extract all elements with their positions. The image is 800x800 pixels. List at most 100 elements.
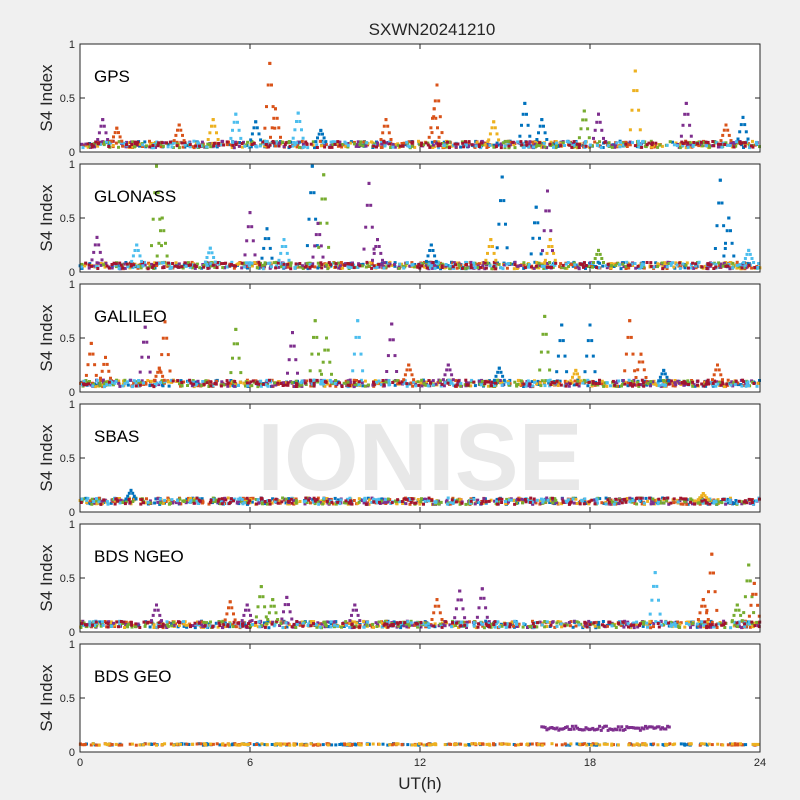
data-point [544,379,548,383]
data-point [257,382,261,386]
data-point [183,620,187,624]
data-point [288,145,292,148]
data-point [182,624,186,628]
data-point [222,262,226,265]
panel-label: SBAS [94,427,139,446]
data-point [264,623,268,627]
data-point [722,497,726,501]
data-point [311,500,315,504]
data-point [649,261,653,265]
data-point [531,619,534,623]
spike-point [542,124,545,128]
data-point [474,626,478,630]
spike-point [148,370,152,374]
data-point [245,496,249,500]
data-point [407,140,411,144]
data-point [627,266,631,270]
data-point [686,379,690,383]
spike-point [432,115,436,119]
data-point [198,266,202,270]
data-point [564,262,568,266]
data-point [678,261,682,265]
data-point [548,621,552,624]
data-point [84,379,88,382]
data-point [420,141,424,145]
data-point [559,620,563,624]
data-point [148,263,152,267]
data-point [711,381,715,385]
data-point [166,380,170,384]
data-point [250,384,254,388]
spike-point [721,378,724,382]
data-point [250,140,254,143]
spike-point [561,339,565,343]
spike-point [229,136,233,140]
data-point [346,145,350,149]
data-point [209,145,213,149]
data-point [605,141,609,145]
data-point [230,146,234,149]
data-point [384,500,388,504]
data-point [612,501,616,504]
data-point [572,261,576,265]
spike-point [205,256,209,259]
data-point [497,497,501,501]
data-point [609,266,613,270]
data-point [174,263,178,267]
data-point [414,384,418,388]
data-point [380,139,384,143]
data-point [411,384,415,388]
data-point [617,379,621,383]
data-point [420,497,423,501]
data-point [138,144,141,148]
data-point [635,502,639,506]
spike-point [638,128,642,132]
data-point [673,381,677,385]
spike-peak [376,238,379,242]
data-point [708,502,712,506]
data-point [493,499,497,503]
data-point [222,266,226,269]
spike-point [586,339,590,343]
spike-point [315,335,319,339]
data-point [114,141,118,145]
data-point [118,497,121,500]
data-point [494,145,498,149]
data-point [565,382,569,386]
data-point [534,501,538,505]
data-point [193,383,197,387]
data-point [593,140,597,144]
data-point [675,263,679,267]
data-point [506,139,510,143]
spike-point [357,335,361,339]
data-point [438,380,442,384]
data-point [600,382,604,386]
data-point [570,381,574,385]
spike-point [541,249,544,253]
spike-peak [546,189,549,193]
data-point [132,379,136,383]
data-point [532,497,536,501]
data-point [312,620,316,624]
data-point [118,384,122,388]
spike-point [497,138,501,142]
data-point [672,143,676,147]
data-point [323,384,327,388]
data-point [671,384,675,388]
spike-point [105,362,109,366]
spike-peak [724,123,728,127]
data-point [192,139,196,143]
data-point [495,497,499,501]
data-points [78,488,761,506]
data-point [603,381,607,385]
spike-point [541,332,545,336]
spike-point [312,335,315,339]
spike-point [320,197,324,201]
data-point [587,500,591,504]
data-point [745,501,749,505]
data-point [486,384,490,388]
spike-point [270,126,274,130]
data-point [244,384,247,388]
data-point [306,146,310,150]
data-point [409,500,413,504]
